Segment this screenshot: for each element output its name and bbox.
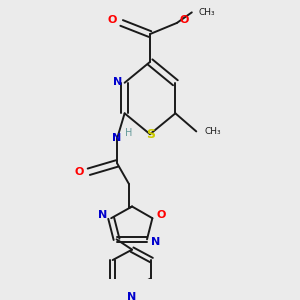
Text: O: O	[156, 210, 165, 220]
Text: CH₃: CH₃	[198, 8, 215, 17]
Text: O: O	[108, 15, 117, 25]
Text: O: O	[180, 15, 189, 25]
Text: N: N	[98, 210, 107, 220]
Text: N: N	[151, 237, 160, 247]
Text: N: N	[112, 134, 121, 143]
Text: N: N	[112, 77, 122, 87]
Text: CH₃: CH₃	[204, 127, 221, 136]
Text: O: O	[74, 167, 84, 177]
Text: S: S	[146, 128, 155, 141]
Text: N: N	[128, 292, 137, 300]
Text: H: H	[125, 128, 132, 138]
